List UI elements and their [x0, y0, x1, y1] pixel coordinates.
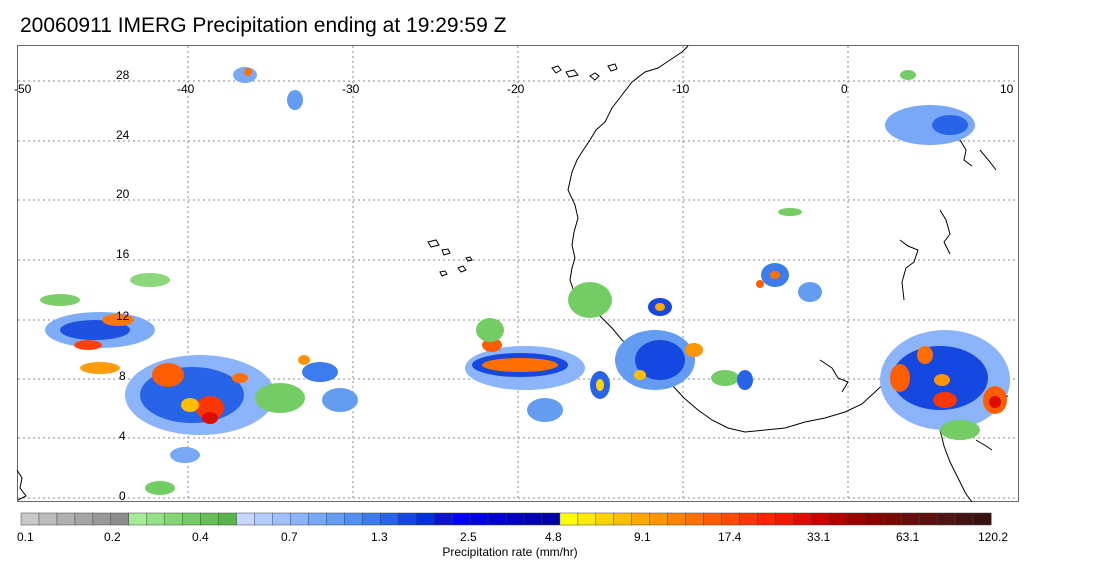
- colorbar-swatch: [882, 512, 902, 526]
- colorbar-swatch: [397, 512, 417, 526]
- colorbar-swatch: [469, 512, 489, 526]
- colorbar-swatch: [811, 512, 830, 526]
- colorbar-swatch: [290, 512, 309, 526]
- rain-cell-east: [880, 330, 1010, 440]
- lon-label: 0: [841, 82, 848, 96]
- lat-label: 16: [116, 247, 130, 261]
- colorbar-tick: 17.4: [718, 530, 742, 544]
- colorbar-swatch: [721, 512, 741, 526]
- colorbar-swatch: [326, 512, 345, 526]
- colorbar-swatch: [918, 512, 938, 526]
- lon-label: -50: [14, 82, 32, 96]
- colorbar-swatch: [972, 512, 992, 526]
- colorbar-tick: 9.1: [634, 530, 651, 544]
- colorbar-swatch: [110, 512, 130, 526]
- colorbar-swatch: [236, 512, 256, 526]
- rain-cell-atlantic: [465, 318, 585, 422]
- colorbar-swatch: [865, 512, 884, 526]
- colorbar-swatch: [577, 512, 597, 526]
- precipitation-field: [40, 67, 1010, 495]
- lat-label: 12: [116, 309, 130, 323]
- colorbar-swatch: [595, 512, 615, 526]
- colorbar-swatch: [362, 512, 381, 526]
- coastline-gulf: [939, 429, 973, 503]
- colorbar-swatch: [936, 512, 956, 526]
- colorbar-swatch: [218, 512, 238, 526]
- colorbar-swatch: [92, 512, 112, 526]
- colorbar-swatch: [739, 512, 759, 526]
- colorbar-swatch: [541, 512, 561, 526]
- rain-cell-coast: [568, 282, 753, 399]
- colorbar-swatch: [433, 512, 453, 526]
- colorbar-swatch: [703, 512, 723, 526]
- map-title: 20060911 IMERG Precipitation ending at 1…: [20, 14, 507, 37]
- lat-label: 8: [119, 369, 126, 383]
- colorbar-swatch: [415, 512, 435, 526]
- lat-label: 4: [119, 429, 126, 443]
- colorbar-tick: 1.3: [371, 530, 388, 544]
- lon-label: 10: [1000, 82, 1014, 96]
- coastline-sw: [16, 469, 27, 501]
- colorbar-swatch: [775, 512, 794, 526]
- colorbar-swatch: [128, 512, 148, 526]
- colorbar-tick: 0.1: [17, 530, 34, 544]
- colorbar-swatch: [523, 512, 543, 526]
- colorbar-swatch: [182, 512, 202, 526]
- colorbar-swatch: [559, 512, 579, 526]
- colorbar-tick: 120.2: [978, 530, 1009, 544]
- lon-label: -30: [342, 82, 360, 96]
- rain-cell-west: [40, 273, 170, 374]
- colorbar-swatch: [380, 512, 399, 526]
- lat-label: 24: [116, 128, 130, 142]
- colorbar-swatch: [487, 512, 507, 526]
- colorbar-swatch: [649, 512, 669, 526]
- colorbar-swatch: [164, 512, 184, 526]
- lon-label: -40: [177, 82, 195, 96]
- colorbar-swatch: [613, 512, 633, 526]
- lon-label: -20: [507, 82, 525, 96]
- colorbar-tick: 0.2: [104, 530, 121, 544]
- colorbar-tick: 33.1: [807, 530, 831, 544]
- lat-label: 20: [116, 187, 130, 201]
- colorbar-tick: 4.8: [545, 530, 562, 544]
- lat-label: 28: [116, 68, 130, 82]
- islands: [427, 63, 997, 451]
- colorbar-swatch: [146, 512, 166, 526]
- colorbar-swatch: [954, 512, 974, 526]
- colorbar-swatch: [200, 512, 220, 526]
- colorbar-swatch: [38, 512, 58, 526]
- colorbar-tick: 0.4: [192, 530, 209, 544]
- colorbar-swatch: [451, 512, 471, 526]
- lat-label: 0: [119, 489, 126, 503]
- colorbar-swatch: [829, 512, 848, 526]
- rain-cell-sahel: [233, 67, 975, 302]
- rain-cell-west-2: [125, 355, 358, 495]
- colorbar-title: Precipitation rate (mm/hr): [442, 545, 578, 559]
- colorbar-swatch: [272, 512, 291, 526]
- lon-label: -10: [672, 82, 690, 96]
- colorbar-swatch: [667, 512, 687, 526]
- colorbar-swatch: [20, 512, 40, 526]
- colorbar-swatch: [505, 512, 525, 526]
- colorbar-swatch: [793, 512, 812, 526]
- colorbar-swatch: [631, 512, 651, 526]
- colorbar-swatch: [757, 512, 776, 526]
- colorbar-swatch: [900, 512, 920, 526]
- colorbar: [20, 512, 992, 526]
- colorbar-swatch: [74, 512, 94, 526]
- colorbar-swatch: [308, 512, 327, 526]
- colorbar-swatch: [56, 512, 76, 526]
- colorbar-swatch: [344, 512, 363, 526]
- colorbar-tick: 0.7: [281, 530, 298, 544]
- colorbar-swatch: [685, 512, 705, 526]
- graticule: [18, 46, 1018, 501]
- colorbar-swatch: [847, 512, 866, 526]
- colorbar-tick: 63.1: [896, 530, 920, 544]
- colorbar-swatch: [254, 512, 274, 526]
- colorbar-tick: 2.5: [460, 530, 477, 544]
